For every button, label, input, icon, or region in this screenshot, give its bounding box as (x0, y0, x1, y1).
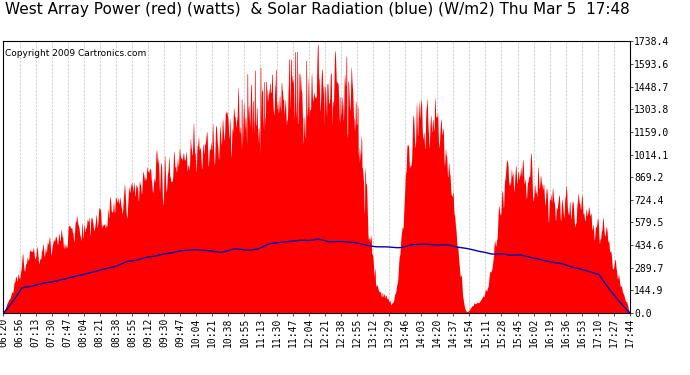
Text: Copyright 2009 Cartronics.com: Copyright 2009 Cartronics.com (5, 50, 146, 58)
Text: West Array Power (red) (watts)  & Solar Radiation (blue) (W/m2) Thu Mar 5  17:48: West Array Power (red) (watts) & Solar R… (5, 2, 630, 17)
